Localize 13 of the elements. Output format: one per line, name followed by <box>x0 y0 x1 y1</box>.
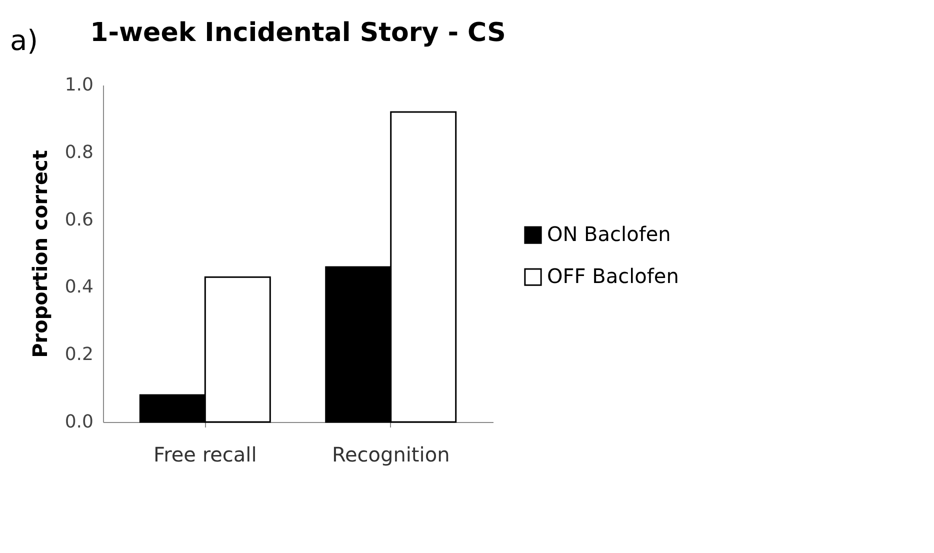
text: a) <box>10 24 38 57</box>
y-tick-label: 0.4 <box>64 276 94 298</box>
chart-title: 1-week Incidental Story - CS <box>90 18 506 48</box>
y-tick-label: 0.0 <box>64 412 94 432</box>
legend-label: ON Baclofen <box>547 222 671 246</box>
y-tick-label: 0.8 <box>64 142 94 163</box>
y-tick-label: 0.2 <box>64 344 94 366</box>
x-tick-label: Recognition <box>332 442 450 466</box>
x-tick-label: Free recall <box>154 442 257 466</box>
y-tick-label: 0.6 <box>64 209 94 230</box>
legend-label: OFF Baclofen <box>547 264 679 288</box>
y-tick-label: 1.0 <box>64 74 94 96</box>
y-axis-title: Proportion correct <box>28 150 52 358</box>
